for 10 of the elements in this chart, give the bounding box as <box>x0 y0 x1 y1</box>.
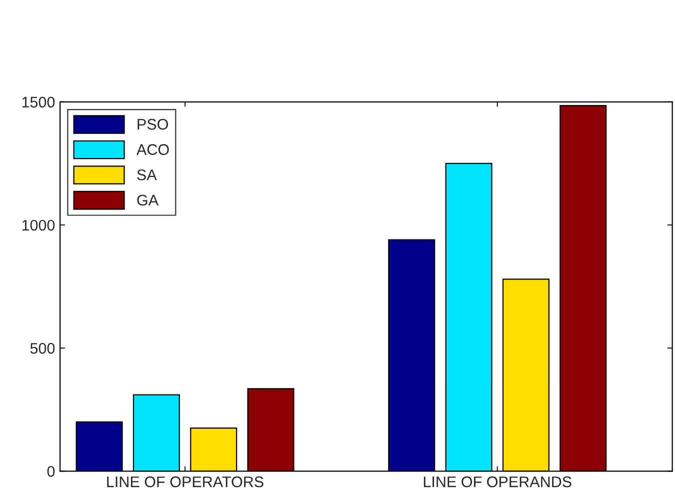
legend-label: GA <box>137 194 159 206</box>
x-tick-label: LINE OF OPERANDS <box>424 476 572 488</box>
y-tick-label: 0 <box>47 466 55 477</box>
y-tick-label: 1000 <box>22 220 55 231</box>
legend-label: PSO <box>138 118 168 130</box>
y-tick-label: 1500 <box>22 96 55 108</box>
legend-label: ACO <box>136 144 169 155</box>
y-tick-label: 500 <box>30 342 55 354</box>
legend-label: SA <box>137 169 157 180</box>
x-tick-label: LINE OF OPERATORS <box>107 476 264 488</box>
